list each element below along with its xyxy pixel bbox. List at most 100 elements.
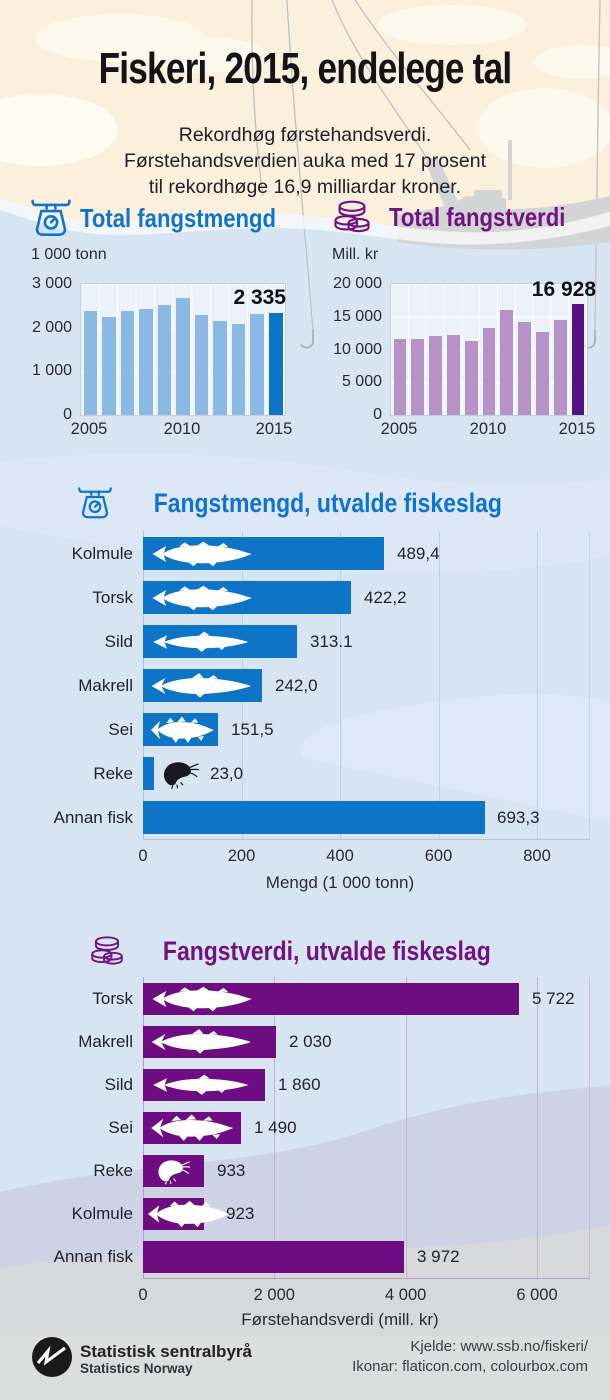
year-bar-2006 bbox=[102, 316, 116, 415]
bar-value: 933 bbox=[217, 1161, 246, 1180]
row-label: Reke bbox=[93, 763, 133, 783]
row-label: Sild bbox=[104, 631, 133, 651]
footer-source-block: Kjelde: www.ssb.no/fiskeri/ Ikonar: flat… bbox=[352, 1337, 588, 1376]
year-bar-2007 bbox=[120, 310, 135, 415]
bar-value: 693,3 bbox=[497, 807, 540, 827]
y-axis-unit: Mill. kr bbox=[332, 246, 379, 263]
x-tick: 600 bbox=[424, 847, 453, 865]
subtitle-line: Førstehandsverdien auka med 17 prosent bbox=[123, 150, 487, 172]
org-name: Statistisk sentralbyrå bbox=[80, 1342, 252, 1361]
x-tick: 2005 bbox=[70, 420, 108, 438]
fangstmengd-plot: Kolmule 489,4 Torsk 422,2 Sild 313.1 Mak… bbox=[54, 531, 590, 840]
cod-icon bbox=[150, 986, 255, 1013]
bar bbox=[143, 801, 485, 834]
page-subtitle: Rekordhøg førstehandsverdi. Førstehandsv… bbox=[0, 122, 610, 200]
bar-row-torsk: Torsk 5 722 bbox=[92, 983, 590, 1015]
x-tick: 2005 bbox=[380, 420, 418, 438]
bar-row-kolmule: Kolmule 923 bbox=[72, 1198, 590, 1230]
section-title: Total fangstmengd bbox=[80, 202, 277, 233]
bar-value: 3 972 bbox=[417, 1247, 460, 1266]
bar-row-makrell: Makrell 2 030 bbox=[78, 1026, 590, 1058]
chart-header-fangstverdi-fiskeslag: Fangstverdi, utvalde fiskeslag bbox=[0, 934, 610, 968]
bar-value: 1 490 bbox=[254, 1118, 297, 1137]
page-title: Fiskeri, 2015, endelege tal bbox=[98, 44, 513, 93]
chart-header-fangstmengd-fiskeslag: Fangstmengd, utvalde fiskeslag bbox=[0, 486, 610, 520]
year-bar-2010 bbox=[482, 327, 496, 415]
year-bar-2015 bbox=[571, 304, 585, 415]
verdi-bars bbox=[391, 284, 587, 415]
bar-value: 422,2 bbox=[364, 587, 407, 607]
year-bar-2014 bbox=[553, 320, 567, 415]
bar-value: 1 860 bbox=[278, 1075, 321, 1094]
x-tick: 6 000 bbox=[516, 1286, 558, 1304]
fangstverdi-plot: Torsk 5 722 Makrell 2 030 Sild 1 860 Sei… bbox=[54, 977, 590, 1279]
bar-row-sei: Sei 151,5 bbox=[108, 713, 590, 746]
year-bar-2008 bbox=[139, 308, 153, 415]
bar-value: 5 722 bbox=[532, 989, 575, 1008]
bar-row-sild: Sild 313.1 bbox=[105, 625, 590, 658]
bar bbox=[143, 1241, 404, 1273]
row-label: Sei bbox=[108, 719, 133, 739]
x-tick: 2015 bbox=[558, 420, 596, 438]
x-tick: 0 bbox=[138, 1286, 148, 1304]
year-bar-2011 bbox=[194, 315, 209, 415]
row-label: Torsk bbox=[92, 587, 133, 607]
x-tick: 2010 bbox=[163, 420, 201, 438]
year-bar-2012 bbox=[213, 321, 227, 415]
y-tick: 0 bbox=[373, 406, 382, 423]
year-bar-2009 bbox=[157, 304, 172, 415]
year-bar-2005 bbox=[83, 310, 98, 415]
x-tick: 800 bbox=[523, 847, 551, 865]
herring-icon bbox=[150, 628, 255, 655]
row-label: Sild bbox=[104, 1075, 133, 1094]
year-bar-2013 bbox=[231, 323, 246, 415]
row-label: Reke bbox=[93, 1161, 133, 1180]
mackerel-icon bbox=[150, 1029, 255, 1056]
saithe-icon bbox=[150, 1115, 236, 1142]
bar-row-makrell: Makrell 242,0 bbox=[78, 669, 590, 702]
bar-value: 489,4 bbox=[397, 543, 440, 563]
row-label: Makrell bbox=[78, 675, 133, 695]
ssb-logo bbox=[32, 1337, 72, 1377]
scale-icon bbox=[31, 199, 71, 236]
herring-icon bbox=[150, 1072, 255, 1099]
row-label: Kolmule bbox=[71, 1204, 133, 1223]
cod-icon bbox=[150, 540, 255, 567]
cod-icon bbox=[150, 584, 255, 611]
row-label: Annan fisk bbox=[53, 807, 133, 827]
year-bar-2014 bbox=[250, 314, 264, 415]
x-tick: 400 bbox=[326, 847, 354, 865]
x-tick: 200 bbox=[227, 847, 256, 865]
year-bar-2010 bbox=[176, 298, 190, 415]
x-tick: 0 bbox=[138, 847, 148, 865]
year-bar-2009 bbox=[464, 341, 478, 415]
y-tick: 3 000 bbox=[31, 275, 72, 292]
coins-icon bbox=[334, 200, 370, 233]
bar-row-torsk: Torsk 422,2 bbox=[92, 581, 590, 614]
y-tick: 20 000 bbox=[333, 275, 382, 292]
bar-row-sei: Sei 1 490 bbox=[108, 1112, 590, 1144]
subtitle-line: til rekordhøge 16,9 milliardar kroner. bbox=[148, 176, 462, 198]
bar-value: 151,5 bbox=[231, 719, 274, 739]
y-tick: 15 000 bbox=[333, 307, 382, 325]
year-bar-2011 bbox=[500, 310, 514, 415]
mackerel-icon bbox=[150, 672, 255, 699]
chart-title: Fangstmengd, utvalde fiskeslag bbox=[153, 487, 503, 518]
section-title: Total fangstverdi bbox=[389, 201, 566, 232]
coins-icon bbox=[91, 936, 123, 965]
source-line: Kjelde: www.ssb.no/fiskeri/ bbox=[410, 1338, 588, 1355]
footer-org-block: Statistisk sentralbyrå Statistics Norway bbox=[80, 1342, 252, 1376]
org-name-en: Statistics Norway bbox=[80, 1361, 193, 1376]
row-label: Annan fisk bbox=[53, 1247, 133, 1266]
y-tick: 0 bbox=[63, 406, 72, 423]
bar-value: 23,0 bbox=[210, 763, 244, 783]
year-bar-2006 bbox=[411, 338, 425, 415]
x-axis-label: Mengd (1 000 tonn) bbox=[265, 873, 415, 892]
bar-row-kolmule: Kolmule 489,4 bbox=[72, 537, 590, 570]
x-tick: 2 000 bbox=[253, 1286, 295, 1304]
section-header-fangstmengd: Total fangstmengd bbox=[30, 198, 311, 238]
scale-icon bbox=[78, 487, 113, 519]
row-label: Kolmule bbox=[71, 543, 133, 563]
bar-row-annan-fisk: Annan fisk 693,3 bbox=[54, 801, 590, 834]
y-axis-unit: 1 000 tonn bbox=[31, 246, 107, 263]
